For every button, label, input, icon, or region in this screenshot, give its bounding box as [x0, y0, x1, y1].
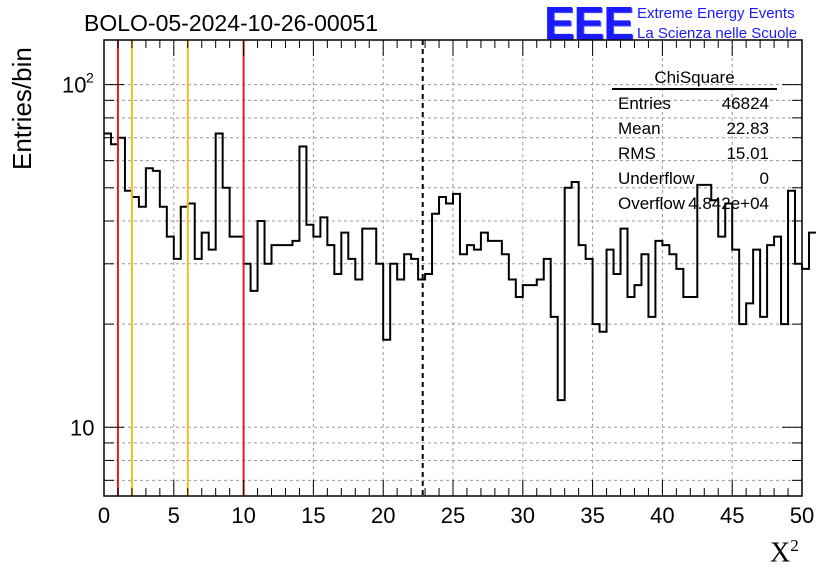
stats-value: 22.83	[726, 119, 769, 138]
stats-label: Mean	[618, 119, 661, 138]
y-tick-label: 10	[70, 415, 94, 440]
logo-line-2: La Scienza nelle Scuole	[637, 25, 798, 42]
x-tick-label: 10	[231, 503, 255, 528]
stats-row-mean: Mean 22.83	[612, 117, 777, 142]
stats-value: 15.01	[726, 144, 769, 163]
stats-value: 4.842e+04	[688, 194, 769, 213]
histogram-series	[104, 132, 816, 402]
stats-value: 0	[759, 169, 769, 188]
stats-title: ChiSquare	[612, 68, 777, 90]
x-tick-label: 40	[650, 503, 674, 528]
logo-line-1: Extreme Energy Events	[637, 5, 795, 22]
x-tick-label: 25	[441, 503, 465, 528]
x-axis-label: X2	[770, 536, 799, 569]
x-tick-label: 15	[301, 503, 325, 528]
x-axis-label-base: X	[770, 537, 791, 569]
x-tick-label: 5	[168, 503, 180, 528]
x-axis-label-sup: 2	[790, 536, 799, 555]
x-tick-label: 30	[511, 503, 535, 528]
chart-title: BOLO-05-2024-10-26-00051	[84, 10, 379, 36]
x-tick-label: 35	[580, 503, 604, 528]
stats-box: ChiSquare Entries 46824 Mean 22.83 RMS 1…	[612, 68, 777, 217]
x-tick-label: 45	[720, 503, 744, 528]
stats-row-rms: RMS 15.01	[612, 142, 777, 167]
y-tick-label: 10	[62, 73, 86, 98]
stats-label: RMS	[618, 144, 656, 163]
x-tick-label: 50	[790, 503, 814, 528]
stats-row-overflow: Overflow 4.842e+04	[612, 192, 777, 217]
stats-label: Overflow	[618, 194, 686, 213]
stats-label: Entries	[618, 94, 671, 113]
x-tick-label: 20	[371, 503, 395, 528]
stats-row-entries: Entries 46824	[612, 92, 777, 117]
stats-value: 46824	[721, 94, 769, 113]
stats-row-underflow: Underflow 0	[612, 167, 777, 192]
y-tick-label-exponent: 2	[86, 70, 94, 86]
eee-logo: EEE	[544, 0, 634, 49]
stats-label: Underflow	[618, 169, 695, 188]
x-tick-label: 0	[98, 503, 110, 528]
